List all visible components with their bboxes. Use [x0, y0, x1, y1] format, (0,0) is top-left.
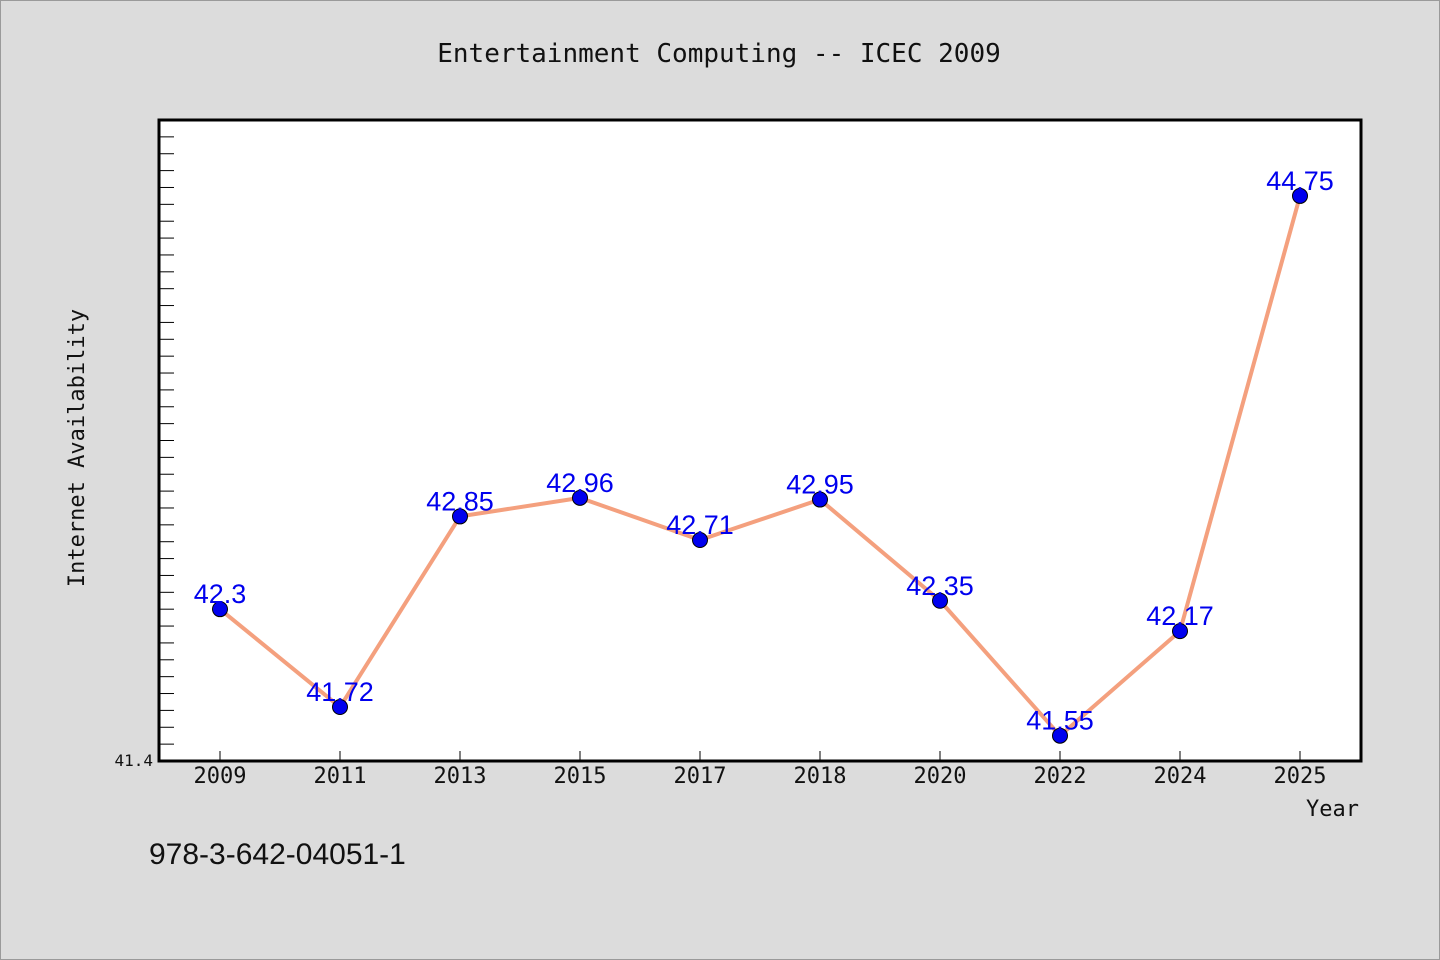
data-point: [692, 532, 708, 549]
data-point: [332, 699, 348, 716]
data-point: [812, 491, 828, 508]
x-tick-label: 2022: [1034, 764, 1087, 789]
data-point: [212, 601, 228, 618]
data-point: [572, 489, 588, 506]
series-line-group: [212, 187, 1308, 744]
x-axis-ticks: 2009 2011 2013 2015 2017 2018 2020 2022 2024 2025: [194, 751, 1327, 789]
data-label: 41.72: [306, 677, 374, 707]
data-label: 42.95: [786, 470, 854, 500]
x-tick-label: 2009: [194, 764, 247, 789]
data-point: [1292, 187, 1308, 204]
chart-title: Entertainment Computing -- ICEC 2009: [437, 39, 1001, 69]
data-point: [452, 508, 468, 525]
data-label: 44.75: [1266, 166, 1334, 196]
x-tick-label: 2024: [1154, 764, 1207, 789]
data-point: [932, 592, 948, 609]
y-tick-label: 41.4: [114, 751, 153, 770]
plot-area: [157, 118, 1363, 763]
series-line: [218, 193, 1302, 738]
x-axis-label: Year: [1306, 797, 1359, 822]
x-tick-label: 2013: [434, 764, 487, 789]
x-tick-label: 2011: [314, 764, 367, 789]
x-tick-label: 2018: [794, 764, 847, 789]
data-label: 42.71: [666, 510, 734, 540]
data-label: 42.17: [1146, 601, 1214, 631]
data-point: [1172, 623, 1188, 640]
data-label: 41.55: [1026, 706, 1094, 736]
x-tick-label: 2025: [1274, 764, 1327, 789]
data-label: 42.3: [194, 579, 247, 609]
data-labels-group: 42.3 41.72 42.85 42.96 42.71 42.95 42.35 41.55 4…: [194, 166, 1334, 736]
y-axis-label: Internet Availability: [65, 309, 90, 587]
data-label: 42.85: [426, 486, 494, 516]
data-label: 42.96: [546, 468, 614, 498]
y-axis-ticks: 41.4: [114, 136, 174, 770]
data-label: 42.35: [906, 571, 974, 601]
x-tick-label: 2020: [914, 764, 967, 789]
x-tick-label: 2017: [674, 764, 727, 789]
isbn-text: 978-3-642-04051-1: [149, 838, 406, 871]
x-tick-label: 2015: [554, 764, 607, 789]
data-point: [1052, 727, 1068, 744]
